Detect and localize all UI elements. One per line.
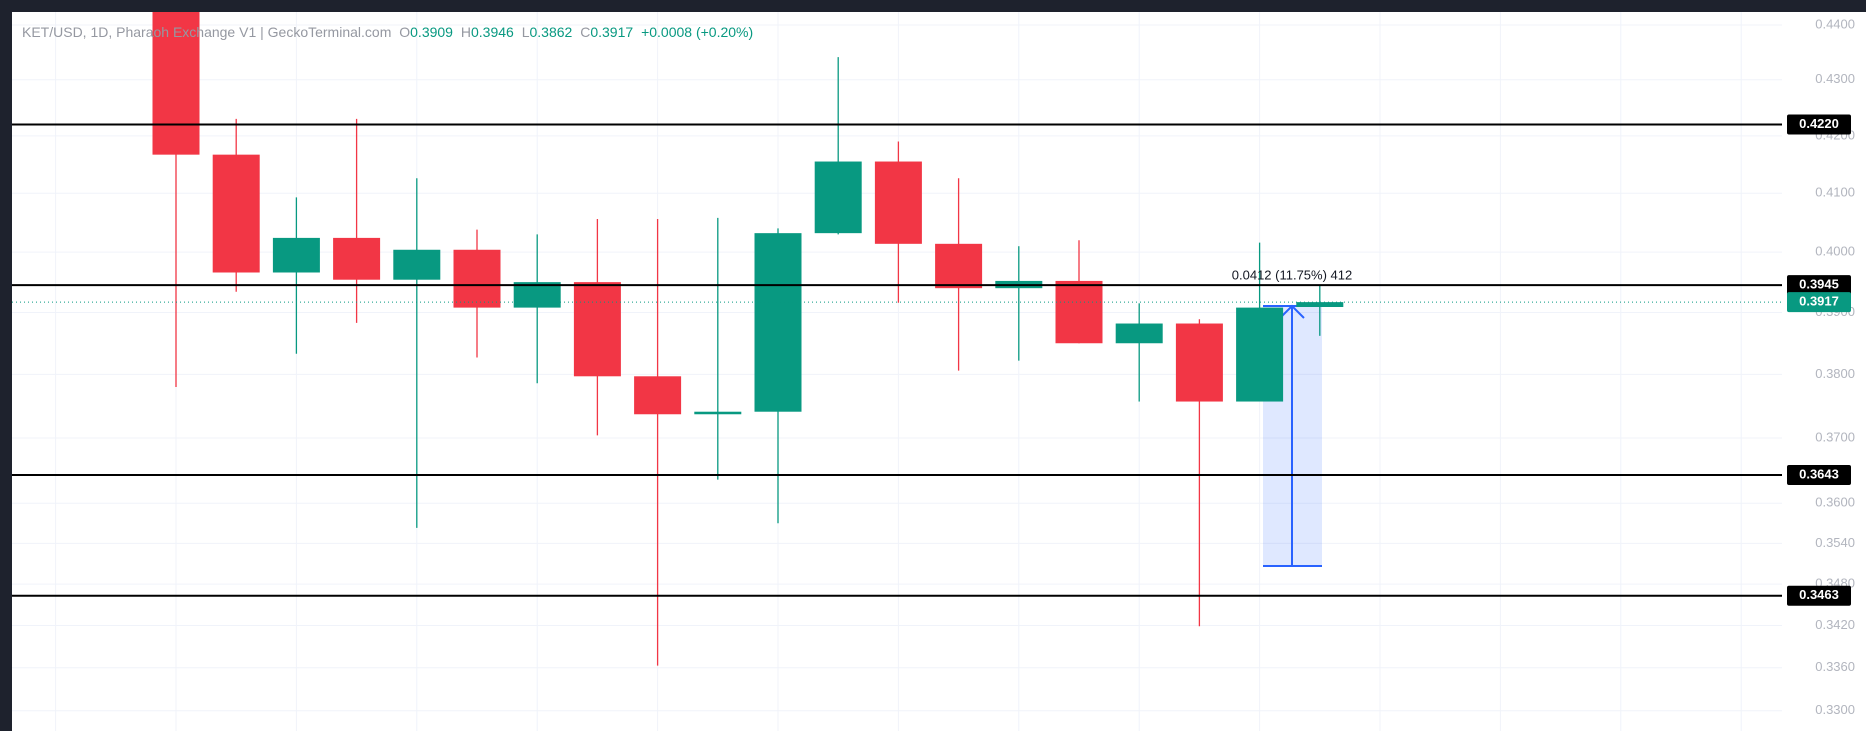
y-tick-label: 0.3300 (1815, 702, 1855, 717)
candle-body (694, 411, 742, 415)
measure-label: 0.0412 (11.75%) 412 (1232, 267, 1352, 282)
price-badge (1787, 585, 1851, 606)
price-badge-label: 0.3945 (1799, 277, 1839, 292)
plot-background (12, 12, 1866, 731)
ohlc-letter: H (461, 24, 471, 40)
candle-body (1296, 302, 1344, 308)
price-badge-label: 0.3643 (1799, 466, 1839, 481)
ohlc-letter: L (522, 24, 530, 40)
candle-body (272, 237, 320, 273)
candle-body (754, 233, 802, 412)
y-tick-label: 0.3600 (1815, 495, 1855, 510)
y-tick-label: 0.4300 (1815, 71, 1855, 86)
price-badge (1787, 292, 1851, 313)
plot (12, 12, 1782, 666)
candle-body (152, 12, 200, 155)
price-badge (1787, 275, 1851, 296)
candle-body (1236, 307, 1284, 402)
candle-body (573, 282, 621, 377)
candle-body (393, 249, 441, 280)
y-tick-label: 0.3420 (1815, 617, 1855, 632)
ohlc-value: 0.3909 (410, 24, 453, 40)
candle-body (814, 161, 862, 234)
y-tick-label: 0.4400 (1815, 16, 1855, 31)
y-tick-label: 0.3540 (1815, 535, 1855, 550)
candle-body (634, 376, 682, 415)
price-badge-label: 0.3917 (1799, 294, 1839, 309)
ohlc-letter: O (399, 24, 410, 40)
candle-body (935, 243, 983, 289)
y-tick-label: 0.3700 (1815, 429, 1855, 444)
candle-body (513, 282, 561, 308)
candle-body (333, 237, 381, 280)
y-tick-label: 0.3800 (1815, 366, 1855, 381)
price-badge (1787, 114, 1851, 135)
y-tick-label: 0.4000 (1815, 244, 1855, 259)
ohlc-letter: C (580, 24, 590, 40)
price-badge-label: 0.3463 (1799, 587, 1839, 602)
change: +0.0008 (+0.20%) (641, 24, 753, 40)
ohlc-value: 0.3862 (530, 24, 573, 40)
candle-body (874, 161, 922, 244)
y-tick-label: 0.4100 (1815, 185, 1855, 200)
candle-body (1175, 323, 1223, 402)
ohlc-value: 0.3917 (590, 24, 633, 40)
candle-body (1115, 323, 1163, 344)
y-tick-label: 0.3360 (1815, 659, 1855, 674)
measure-arrowhead (1279, 304, 1305, 319)
candle-body (453, 249, 501, 308)
header: KET/USD, 1D, Pharaoh Exchange V1 | Gecko… (22, 24, 753, 40)
symbol: KET/USD, 1D, Pharaoh Exchange V1 | Gecko… (22, 24, 391, 40)
candle-body (212, 154, 260, 273)
candle-body (1055, 280, 1103, 344)
price-badge-label: 0.4220 (1799, 116, 1839, 131)
price-axis: 0.44000.43000.42000.41000.40000.39000.38… (1787, 16, 1855, 717)
price-badge (1787, 464, 1851, 485)
ohlc-value: 0.3946 (471, 24, 514, 40)
